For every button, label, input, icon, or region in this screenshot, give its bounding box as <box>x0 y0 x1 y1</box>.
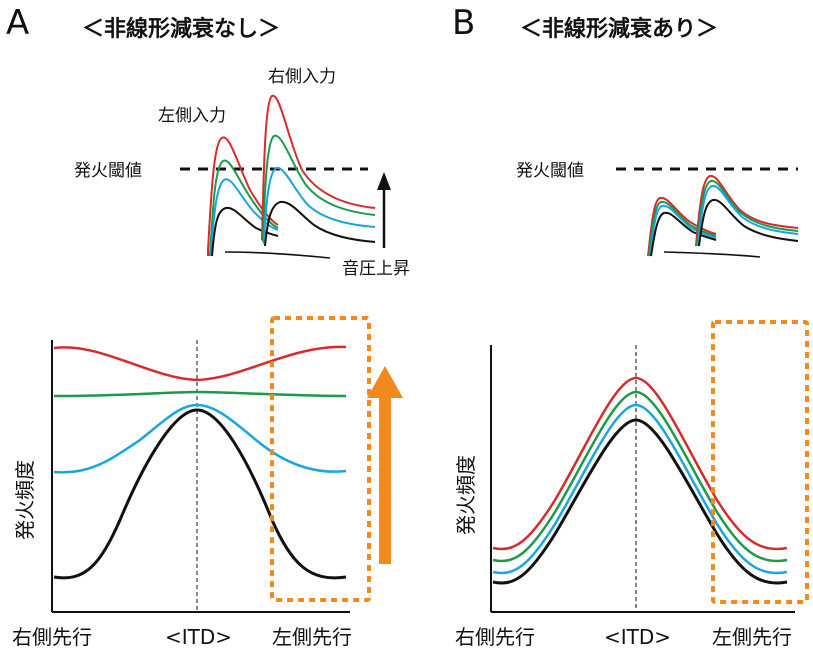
threshold-label-b: 発火閾値 <box>516 161 584 181</box>
epsp-right-a <box>224 94 376 259</box>
x-left-label-b: 右側先行 <box>455 625 535 649</box>
panel-a-title: ＜非線形減衰なし＞ <box>82 16 280 42</box>
curve-a-green <box>53 390 347 398</box>
sound-pressure-label: 音圧上昇 <box>342 259 410 279</box>
right-input-label: 右側入力 <box>268 67 336 87</box>
increase-arrow <box>367 366 403 564</box>
curve-b-red <box>492 376 788 551</box>
sound-pressure-arrow <box>377 172 391 248</box>
x-center-label-b: <ITD> <box>604 625 671 649</box>
highlight-box-b <box>711 320 809 604</box>
x-right-label-b: 左側先行 <box>712 625 792 649</box>
ylabel-a: 発火頻度 <box>13 460 37 540</box>
panel-b: B ＜非線形減衰あり＞ 発火閾値 発火頻 <box>452 3 809 649</box>
panel-b-title: ＜非線形減衰あり＞ <box>520 16 718 42</box>
curve-b-green <box>492 390 788 563</box>
curve-b-black <box>492 418 788 585</box>
rate-plot-a <box>51 340 350 613</box>
left-input-label: 左側入力 <box>158 106 226 126</box>
curve-b-blue <box>492 403 788 575</box>
ylabel-b: 発火頻度 <box>454 455 478 535</box>
epsp-right-b <box>663 174 799 258</box>
x-right-label-a: 左側先行 <box>272 625 352 649</box>
curve-a-blue <box>53 403 347 474</box>
highlight-box-a <box>270 316 371 602</box>
rate-plot-b <box>490 345 795 613</box>
panel-a: A ＜非線形減衰なし＞ 左側入力 右側入力 発火閾値 音圧上昇 <box>6 3 410 649</box>
x-left-label-a: 右側先行 <box>12 625 92 649</box>
epsp-left-b <box>647 196 717 257</box>
curve-a-black <box>53 408 347 580</box>
curve-a-red <box>53 345 347 382</box>
threshold-label-a: 発火閾値 <box>74 161 142 181</box>
x-center-label-a: <ITD> <box>165 625 232 649</box>
panel-b-letter: B <box>452 3 475 43</box>
panel-a-letter: A <box>6 3 29 43</box>
